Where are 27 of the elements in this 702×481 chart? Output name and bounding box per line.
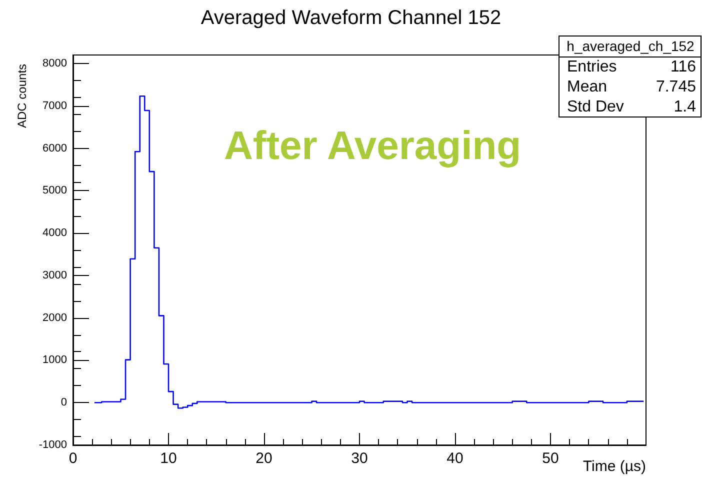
x-tick-label: 50 bbox=[542, 450, 559, 467]
chart-title: Averaged Waveform Channel 152 bbox=[200, 7, 502, 29]
y-tick-label: 7000 bbox=[42, 100, 67, 112]
y-axis-title: ADC counts bbox=[15, 64, 29, 128]
text: 116 bbox=[670, 58, 696, 76]
y-tick-label: 0 bbox=[60, 396, 67, 409]
y-tick-label: 1000 bbox=[42, 354, 67, 366]
text: 1.4 bbox=[674, 98, 696, 116]
text: h_averaged_ch_152 bbox=[566, 38, 695, 54]
x-tick-label: 10 bbox=[160, 450, 177, 467]
x-tick-label: 0 bbox=[68, 450, 78, 467]
annotation: Mean bbox=[567, 78, 608, 96]
x-tick-label: 40 bbox=[446, 450, 464, 467]
y-tick-label: -1000 bbox=[38, 439, 67, 451]
y-tick-label: 4000 bbox=[42, 227, 67, 240]
text: 7.745 bbox=[656, 78, 696, 96]
y-tick-label: 6000 bbox=[42, 142, 67, 154]
y-tick-label: 3000 bbox=[42, 269, 67, 282]
annotation: After Averaging bbox=[224, 124, 522, 168]
x-axis-title: Time (µs) bbox=[582, 458, 646, 475]
y-tick-label: 5000 bbox=[42, 184, 67, 197]
x-tick-label: 20 bbox=[256, 450, 272, 467]
x-tick-label: 30 bbox=[351, 450, 368, 467]
annotation: Std Dev bbox=[567, 98, 624, 116]
annotation: Entries bbox=[567, 58, 617, 76]
y-tick-label: 8000 bbox=[42, 57, 67, 70]
y-tick-label: 2000 bbox=[42, 312, 67, 324]
